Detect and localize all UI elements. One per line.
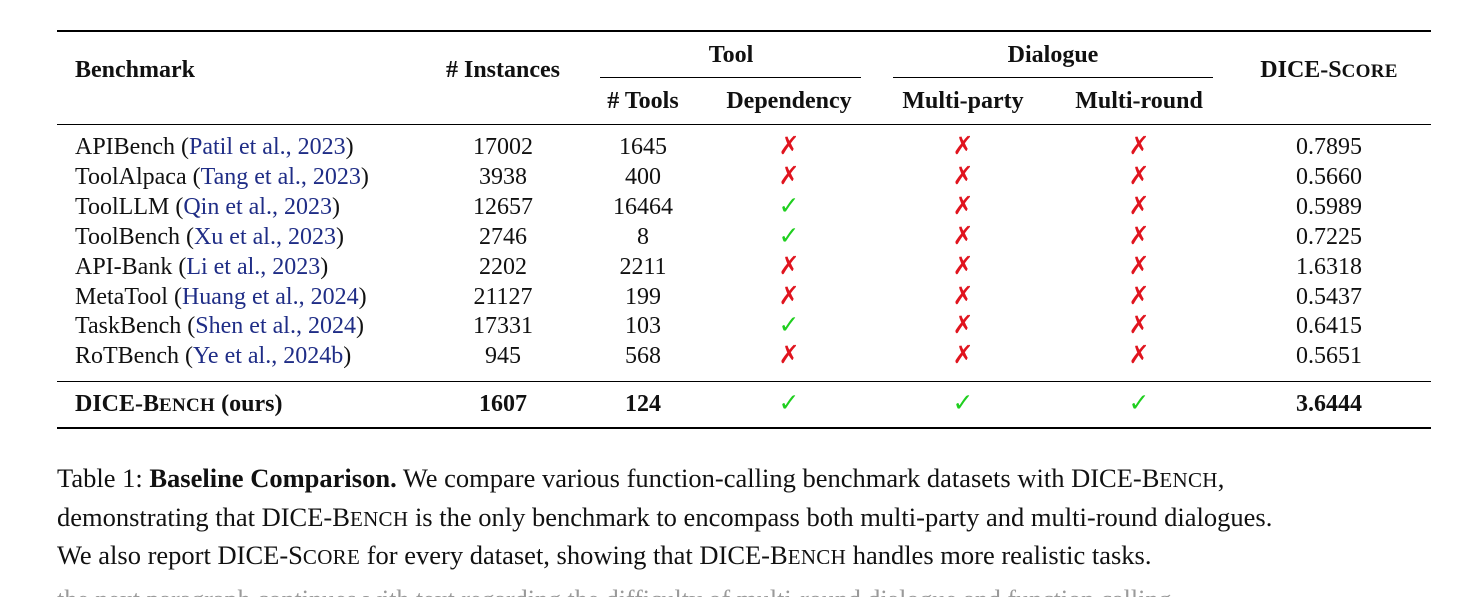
caption-line-3: We also report DICE-SCORE for every data…	[57, 540, 1152, 570]
tools-value: 16464	[613, 194, 673, 220]
dice-score-value: 0.5651	[1296, 343, 1362, 369]
header-tool-group: Tool	[708, 42, 754, 68]
header-dependency: Dependency	[726, 88, 852, 114]
header-instances: # Instances	[445, 57, 561, 83]
dice-score-value: 0.7895	[1296, 134, 1362, 160]
ours-separator-rule	[57, 381, 1431, 383]
benchmark-name-ours: DICE-BENCH (ours)	[75, 391, 283, 417]
dependency-mark: ✗	[778, 253, 800, 280]
multi-round-mark: ✗	[1128, 133, 1150, 160]
multi-party-mark: ✗	[952, 342, 974, 369]
table-bottom-rule	[57, 427, 1431, 429]
instances-value: 12657	[473, 194, 533, 220]
instances-value: 945	[485, 343, 521, 369]
dice-score-value: 0.5660	[1296, 164, 1362, 190]
dice-score-value: 1.6318	[1296, 254, 1362, 280]
citation-link[interactable]: Li et al., 2023	[186, 254, 321, 280]
dependency-mark: ✗	[778, 342, 800, 369]
multi-party-mark: ✗	[952, 163, 974, 190]
multi-round-mark: ✗	[1128, 253, 1150, 280]
multi-party-mark: ✗	[952, 133, 974, 160]
citation-link[interactable]: Xu et al., 2023	[193, 224, 336, 250]
benchmark-name: API-Bank (Li et al., 2023)	[75, 254, 329, 280]
benchmark-name: ToolAlpaca (Tang et al., 2023)	[75, 164, 369, 190]
header-multi-round: Multi-round	[1075, 88, 1203, 114]
dependency-mark: ✗	[778, 163, 800, 190]
multi-party-mark-ours: ✓	[952, 390, 974, 417]
multi-party-mark: ✗	[952, 193, 974, 220]
multi-round-mark: ✗	[1128, 283, 1150, 310]
dice-score-value: 0.5989	[1296, 194, 1362, 220]
header-tools: # Tools	[607, 88, 679, 114]
multi-party-mark: ✗	[952, 223, 974, 250]
dependency-mark: ✓	[778, 223, 800, 250]
tools-value: 2211	[619, 254, 667, 280]
instances-value: 21127	[473, 284, 533, 310]
instances-value: 17002	[473, 134, 533, 160]
tool-group-rule	[600, 77, 861, 79]
tools-value: 400	[625, 164, 661, 190]
instances-value: 2202	[479, 254, 527, 280]
citation-link[interactable]: Patil et al., 2023	[188, 134, 346, 160]
header-dialogue-group: Dialogue	[1007, 42, 1099, 68]
citation-link[interactable]: Tang et al., 2023	[200, 164, 361, 190]
multi-party-mark: ✗	[952, 312, 974, 339]
header-benchmark: Benchmark	[75, 57, 195, 83]
multi-party-mark: ✗	[952, 253, 974, 280]
multi-round-mark-ours: ✓	[1128, 390, 1150, 417]
tools-value: 568	[625, 343, 661, 369]
citation-link[interactable]: Ye et al., 2024b	[192, 343, 344, 369]
citation-link[interactable]: Shen et al., 2024	[195, 313, 356, 339]
instances-value: 3938	[479, 164, 527, 190]
header-multi-party: Multi-party	[902, 88, 1024, 114]
benchmark-name: TaskBench (Shen et al., 2024)	[75, 313, 364, 339]
benchmark-name: ToolBench (Xu et al., 2023)	[75, 224, 344, 250]
citation-link[interactable]: Qin et al., 2023	[183, 194, 332, 220]
multi-party-mark: ✗	[952, 283, 974, 310]
dependency-mark: ✗	[778, 283, 800, 310]
benchmark-name: ToolLLM (Qin et al., 2023)	[75, 194, 340, 220]
benchmark-name: APIBench (Patil et al., 2023)	[75, 134, 354, 160]
caption-line-1: Table 1: Baseline Comparison. We compare…	[57, 463, 1225, 493]
tools-value: 8	[637, 224, 649, 250]
dice-score-value-ours: 3.6444	[1296, 391, 1362, 417]
table-top-rule	[57, 30, 1431, 32]
instances-value: 17331	[473, 313, 533, 339]
dependency-mark-ours: ✓	[778, 390, 800, 417]
instances-value-ours: 1607	[479, 391, 527, 417]
citation-link[interactable]: Huang et al., 2024	[181, 284, 359, 310]
benchmark-name: MetaTool (Huang et al., 2024)	[75, 284, 367, 310]
multi-round-mark: ✗	[1128, 193, 1150, 220]
benchmark-name: RoTBench (Ye et al., 2024b)	[75, 343, 352, 369]
multi-round-mark: ✗	[1128, 163, 1150, 190]
dependency-mark: ✓	[778, 193, 800, 220]
header-dice-score: DICE-SCORE	[1260, 57, 1398, 83]
multi-round-mark: ✗	[1128, 342, 1150, 369]
multi-round-mark: ✗	[1128, 223, 1150, 250]
truncated-body-text: the next paragraph continues with text r…	[57, 585, 1431, 597]
tools-value: 199	[625, 284, 661, 310]
dependency-mark: ✗	[778, 133, 800, 160]
tools-value: 1645	[619, 134, 667, 160]
dialogue-group-rule	[893, 77, 1213, 79]
multi-round-mark: ✗	[1128, 312, 1150, 339]
caption-line-2: demonstrating that DICE-BENCH is the onl…	[57, 501, 1273, 532]
table-caption: Table 1: Baseline Comparison. We compare…	[57, 460, 1437, 576]
dependency-mark: ✓	[778, 312, 800, 339]
header-bottom-rule	[57, 124, 1431, 126]
tools-value: 103	[625, 313, 661, 339]
dice-score-value: 0.6415	[1296, 313, 1362, 339]
instances-value: 2746	[479, 224, 527, 250]
tools-value-ours: 124	[625, 391, 661, 417]
dice-score-value: 0.5437	[1296, 284, 1362, 310]
dice-score-value: 0.7225	[1296, 224, 1362, 250]
